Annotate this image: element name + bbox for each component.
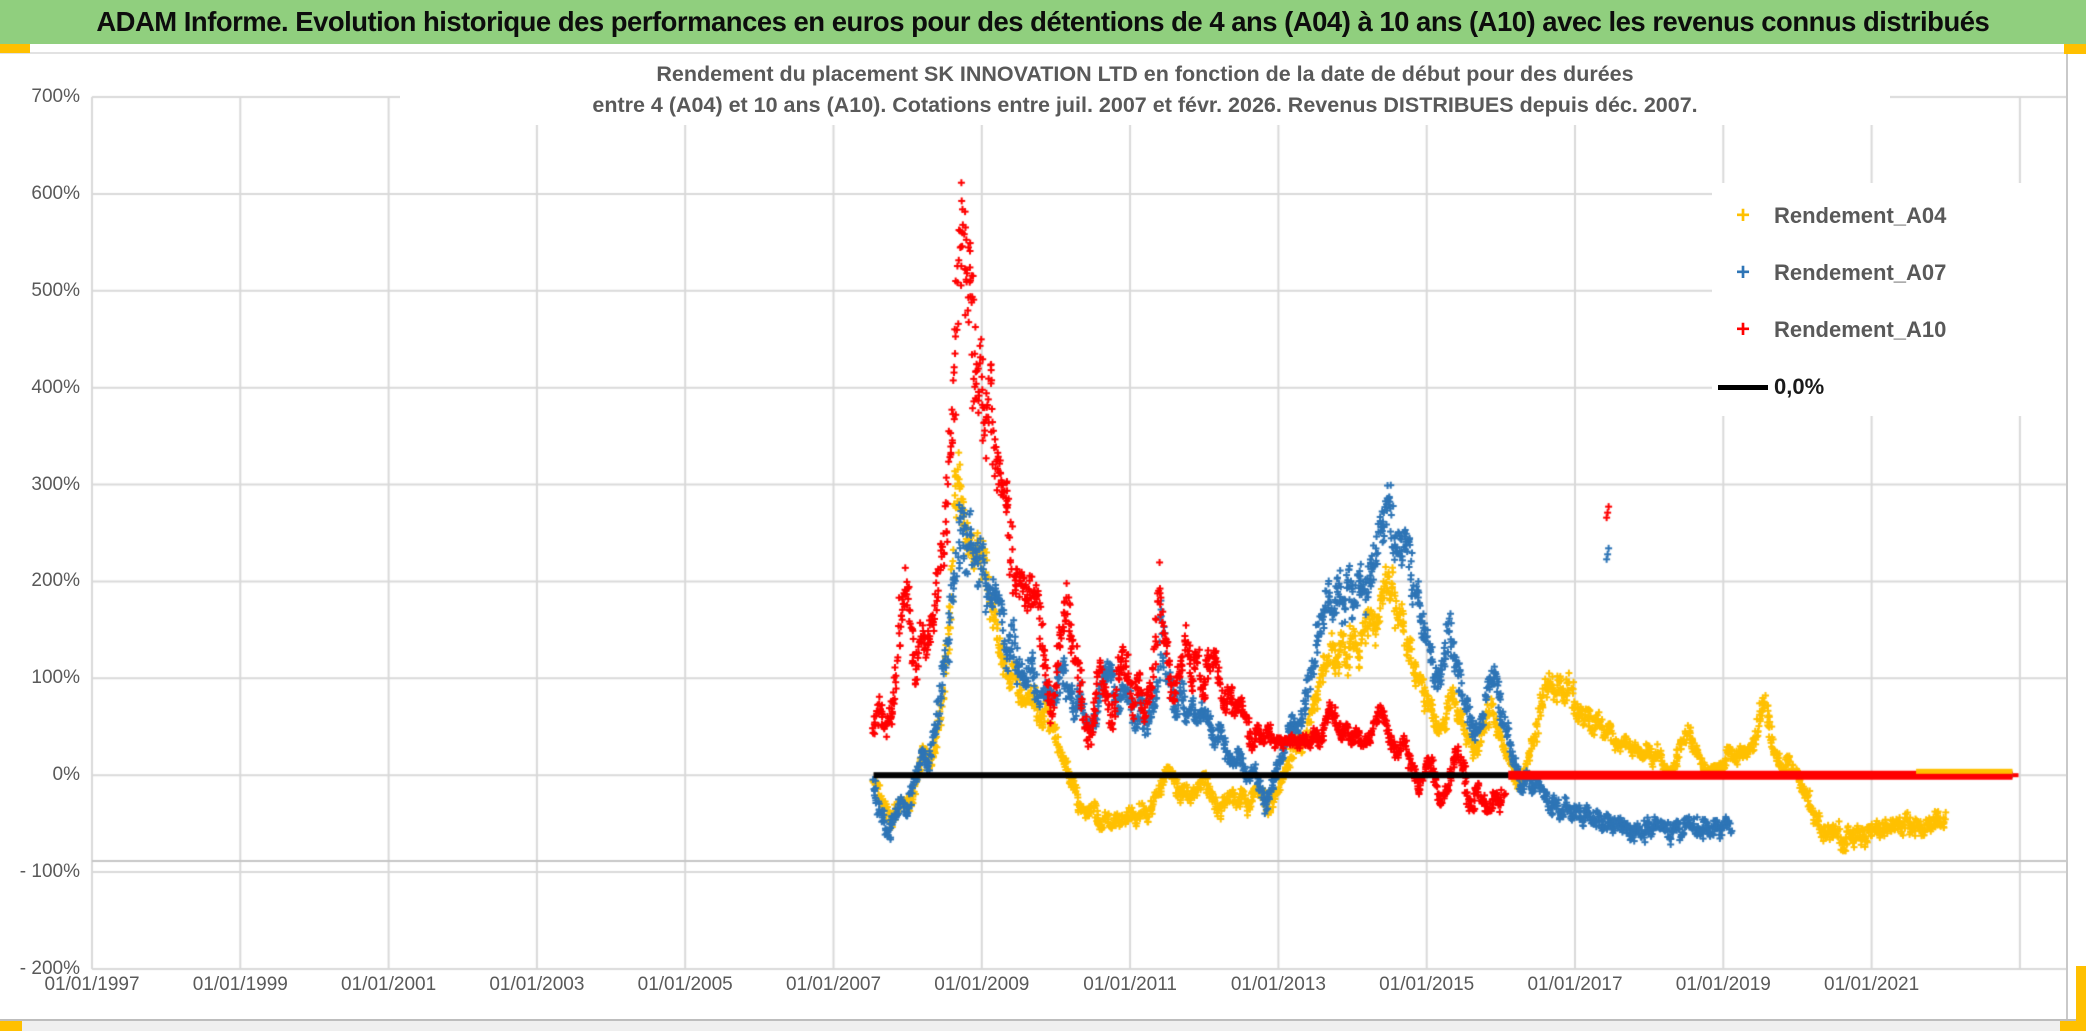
legend-item-rendement-a10: + Rendement_A10 xyxy=(1712,302,2066,359)
y-tick-label: 600% xyxy=(31,182,80,204)
y-tick-label: 200% xyxy=(31,570,80,592)
x-tick-label: 01/01/2015 xyxy=(1379,974,1475,995)
y-tick-label: 100% xyxy=(31,667,80,689)
y-tick-label: 500% xyxy=(31,279,80,301)
plus-marker-icon-a07: + xyxy=(1735,258,1750,286)
chart-top-border xyxy=(0,52,2067,54)
chart-right-border xyxy=(2066,52,2068,1020)
chart-title-line1: Rendement du placement SK INNOVATION LTD… xyxy=(656,62,1634,86)
x-tick-label: 01/01/1999 xyxy=(192,974,288,995)
y-tick-label: 400% xyxy=(31,376,80,398)
chart-title: Rendement du placement SK INNOVATION LTD… xyxy=(400,57,1890,125)
plus-marker-icon-a04: + xyxy=(1735,201,1750,229)
zero-line-icon xyxy=(1712,384,1774,390)
legend-label-a10: Rendement_A10 xyxy=(1774,317,1947,343)
chart-title-line2: entre 4 (A04) et 10 ans (A10). Cotations… xyxy=(592,93,1698,117)
x-tick-label: 01/01/2011 xyxy=(1083,974,1177,995)
plus-marker-icon-a10: + xyxy=(1735,316,1750,344)
gold-corner-accent-top-left xyxy=(0,44,30,53)
x-tick-label: 01/01/2001 xyxy=(341,974,437,995)
chart-legend: + Rendement_A04 + Rendement_A07 + Rendem… xyxy=(1712,183,2066,416)
y-tick-label: 300% xyxy=(31,473,80,495)
gold-corner-accent-bottom-right-h xyxy=(2060,1021,2086,1031)
x-tick-label: 01/01/2007 xyxy=(785,974,882,995)
y-tick-label: 700% xyxy=(31,86,80,107)
legend-item-rendement-a07: + Rendement_A07 xyxy=(1712,244,2066,301)
x-tick-label: 01/01/2003 xyxy=(489,974,585,995)
x-tick-label: 01/01/2017 xyxy=(1527,974,1623,995)
legend-item-zero-line: 0,0% xyxy=(1712,359,2066,416)
x-tick-label: 01/01/2005 xyxy=(637,974,733,995)
x-tick-label: 01/01/2021 xyxy=(1824,974,1920,995)
gold-corner-accent-bottom-left xyxy=(0,1021,22,1031)
report-header-banner: ADAM Informe. Evolution historique des p… xyxy=(0,0,2086,44)
y-tick-label: 0% xyxy=(52,764,80,786)
x-tick-label: 01/01/2013 xyxy=(1230,974,1326,995)
legend-label-a04: Rendement_A04 xyxy=(1774,202,1947,228)
x-tick-label: 01/01/2019 xyxy=(1675,974,1771,995)
x-tick-label: 01/01/1997 xyxy=(44,974,140,995)
report-title: ADAM Informe. Evolution historique des p… xyxy=(96,6,1990,37)
chart-bottom-border xyxy=(0,1019,2086,1021)
x-tick-label: 01/01/2009 xyxy=(934,974,1030,995)
legend-label-zero: 0,0% xyxy=(1774,374,1825,400)
legend-label-a07: Rendement_A07 xyxy=(1774,259,1947,285)
page-bottom-band xyxy=(0,1021,2086,1031)
y-tick-label: - 200% xyxy=(19,958,80,979)
y-tick-label: - 100% xyxy=(19,861,80,883)
gold-corner-accent-bottom-right-v xyxy=(2076,966,2086,1031)
gold-corner-accent-top-right xyxy=(2064,44,2086,54)
legend-item-rendement-a04: + Rendement_A04 xyxy=(1712,187,2066,244)
